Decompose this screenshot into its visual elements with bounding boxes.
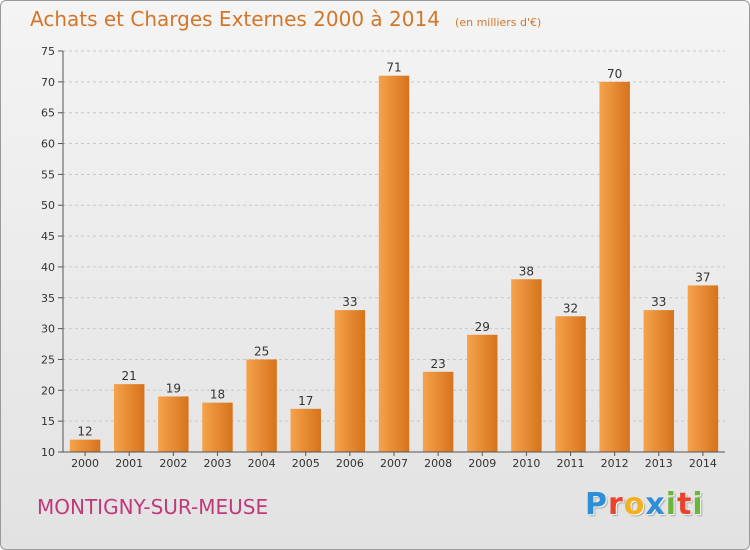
bar-2012 — [599, 81, 630, 452]
x-tick-label: 2009 — [468, 457, 496, 470]
chart-subtitle: (en milliers d'€) — [455, 16, 542, 29]
bar-value-label: 17 — [298, 394, 313, 408]
label-layer: 12 21 19 18 25 17 33 71 23 29 38 32 70 33 37 — [77, 61, 710, 439]
y-tick-label: 45 — [41, 230, 55, 243]
y-tick-label: 10 — [41, 446, 55, 459]
y-tick-label: 40 — [41, 261, 55, 274]
y-tick-label: 15 — [41, 415, 55, 428]
bar-value-label: 25 — [254, 344, 269, 358]
y-tick-label: 65 — [41, 107, 55, 120]
bar-layer — [69, 75, 719, 452]
axis-layer: 10 15 20 25 30 35 40 45 50 55 60 65 70 75 2000 2001 2002… — [41, 45, 725, 470]
x-tick-label: 2002 — [159, 457, 187, 470]
bar-value-label: 33 — [651, 295, 666, 309]
bar-2005 — [290, 408, 321, 452]
bar-value-label: 12 — [77, 425, 92, 439]
logo-letter: o — [623, 487, 646, 522]
y-tick-label: 60 — [41, 138, 55, 151]
bar-2001 — [113, 384, 145, 452]
commune-name: MONTIGNY-SUR-MEUSE — [37, 495, 269, 519]
bar-value-label: 38 — [519, 264, 534, 278]
bar-2009 — [467, 334, 498, 452]
x-tick-label: 2011 — [557, 457, 585, 470]
x-tick-label: 2004 — [248, 457, 276, 470]
logo-letter: i — [692, 487, 704, 522]
x-tick-label: 2000 — [71, 457, 99, 470]
x-tick-label: 2005 — [292, 457, 320, 470]
y-tick-label: 30 — [41, 323, 55, 336]
x-tick-label: 2003 — [203, 457, 231, 470]
logo-letter: x — [645, 487, 666, 522]
x-tick-label: 2008 — [424, 457, 452, 470]
logo-letter: P — [585, 487, 608, 522]
bar-value-label: 37 — [695, 270, 710, 284]
bar-value-label: 71 — [386, 61, 401, 75]
bar-value-label: 33 — [342, 295, 357, 309]
bar-2007 — [378, 75, 410, 452]
y-tick-label: 35 — [41, 292, 55, 305]
x-tick-label: 2006 — [336, 457, 364, 470]
logo-letter: t — [677, 487, 693, 522]
x-tick-label: 2010 — [512, 457, 540, 470]
bar-value-label: 21 — [122, 369, 137, 383]
bar-value-label: 32 — [563, 301, 578, 315]
x-tick-label: 2013 — [645, 457, 673, 470]
y-tick-label: 75 — [41, 45, 55, 58]
bar-value-label: 23 — [430, 357, 445, 371]
title-row: Achats et Charges Externes 2000 à 2014 (… — [30, 7, 541, 31]
y-tick-label: 50 — [41, 199, 55, 212]
bar-2000 — [69, 439, 101, 452]
y-tick-label: 20 — [41, 384, 55, 397]
y-tick-label: 25 — [41, 353, 55, 366]
bar-2010 — [511, 279, 542, 452]
bar-2008 — [422, 371, 454, 452]
bar-2011 — [555, 316, 586, 452]
logo-letter: r — [608, 487, 624, 522]
x-tick-label: 2001 — [115, 457, 143, 470]
y-tick-label: 55 — [41, 168, 55, 181]
bar-value-label: 70 — [607, 67, 622, 81]
logo-letter: i — [665, 487, 678, 522]
chart-title: Achats et Charges Externes 2000 à 2014 — [30, 7, 440, 31]
bar-2006 — [334, 310, 366, 452]
bar-value-label: 18 — [210, 388, 225, 402]
x-tick-label: 2012 — [601, 457, 629, 470]
bar-2002 — [158, 396, 189, 452]
bar-value-label: 19 — [166, 381, 181, 395]
bar-2003 — [202, 402, 233, 452]
proxiti-logo: Proxiti — [585, 487, 704, 522]
y-tick-label: 70 — [41, 76, 55, 89]
bar-value-label: 29 — [475, 320, 490, 334]
bar-2004 — [246, 359, 277, 452]
x-tick-label: 2007 — [380, 457, 408, 470]
x-tick-label: 2014 — [689, 457, 717, 470]
bar-2013 — [643, 310, 675, 452]
bar-2014 — [687, 285, 719, 452]
